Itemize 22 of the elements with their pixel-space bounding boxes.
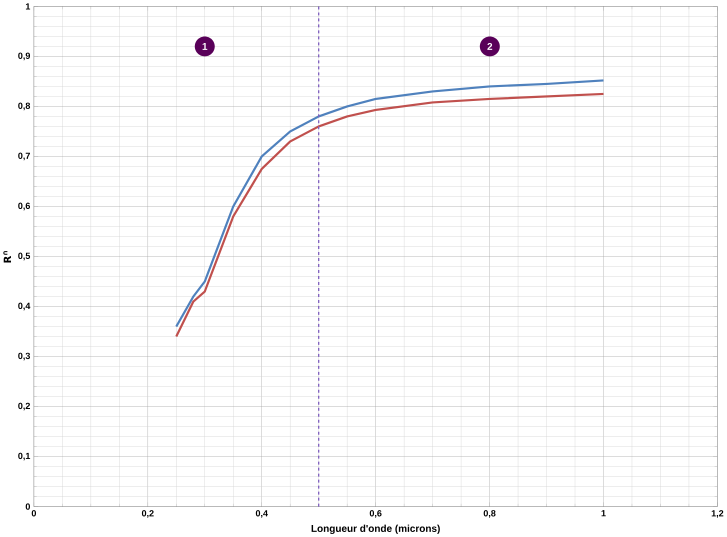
x-tick-label: 0,2 <box>142 510 154 518</box>
x-tick-label: 1,2 <box>712 510 724 518</box>
x-tick-label: 0,8 <box>484 510 496 518</box>
y-tick-label: 0,1 <box>18 452 30 460</box>
x-tick-label: 1 <box>602 510 606 516</box>
y-tick-label: 0,9 <box>18 52 30 60</box>
x-tick-label: 0,4 <box>256 510 268 518</box>
y-tick-label: 0,4 <box>18 302 30 310</box>
y-tick-label: 1 <box>26 3 30 10</box>
y-tick-label: 0 <box>26 503 30 510</box>
y-tick-label: 0,6 <box>18 202 30 210</box>
y-tick-label: 0,5 <box>18 252 30 260</box>
x-tick-label: 0,6 <box>370 510 382 518</box>
y-tick-label: 0,3 <box>18 352 30 360</box>
y-axis-title: R$^{∩}$ <box>3 250 12 262</box>
annotation: 1 <box>202 42 208 50</box>
annotation: 2 <box>487 42 492 50</box>
y-tick-label: 0,2 <box>18 402 30 410</box>
y-tick-label: 0,7 <box>18 152 30 160</box>
x-tick-label: 0 <box>32 510 36 516</box>
y-tick-label: 0,8 <box>18 102 30 110</box>
x-axis-title: Longueur d'onde (microns) <box>312 524 440 534</box>
